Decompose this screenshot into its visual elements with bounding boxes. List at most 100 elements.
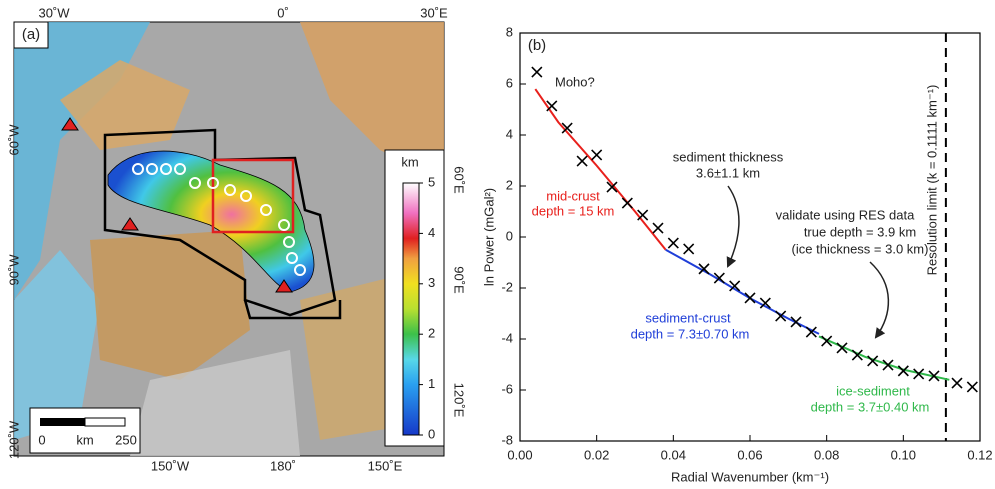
- data-point: [744, 292, 756, 304]
- colorbar-tick-label: 3: [428, 275, 435, 290]
- scale-bar: [84, 417, 126, 427]
- longitude-label: 90˚E: [452, 266, 467, 294]
- longitude-label: 30˚E: [420, 5, 448, 20]
- data-point: [683, 243, 695, 255]
- data-point: [851, 349, 863, 361]
- x-tick-label: 0.02: [584, 447, 609, 462]
- annotation: validate using RES data: [776, 207, 916, 222]
- data-point: [759, 297, 771, 309]
- longitude-label: 180˚: [270, 458, 296, 473]
- x-tick-label: 0.04: [661, 447, 686, 462]
- longitude-label: 30˚W: [38, 5, 70, 20]
- scale-label: 0: [38, 432, 45, 447]
- longitude-label: 120˚W: [6, 420, 21, 459]
- inset-box: [211, 158, 295, 234]
- data-point: [966, 381, 978, 393]
- annotation-arrow: [869, 261, 890, 339]
- annotation: depth = 7.3±0.70 km: [631, 326, 750, 341]
- data-point: [729, 280, 741, 292]
- data-point: [951, 377, 963, 389]
- annotation: depth = 3.7±0.40 km: [811, 399, 930, 414]
- station-marker: [61, 117, 293, 293]
- data-point: [637, 209, 649, 221]
- x-axis-label: Radial Wavenumber (km⁻¹): [671, 469, 829, 484]
- longitude-label: 0˚: [277, 5, 289, 20]
- data-point: [652, 222, 664, 234]
- sediment-thickness: [107, 150, 315, 293]
- data-point: [805, 326, 817, 338]
- data-point: [836, 342, 848, 354]
- resolution-label: Resolution limit (k = 0.1111 km⁻¹): [924, 85, 939, 276]
- colorbar-tick-label: 5: [428, 174, 435, 189]
- y-tick-label: 0: [506, 228, 513, 243]
- colorbar-tick-label: 1: [428, 376, 435, 391]
- longitude-label: 60˚W: [6, 124, 21, 156]
- longitude-label: 90˚W: [6, 254, 21, 286]
- colorbar-tick-label: 0: [428, 426, 435, 441]
- annotation: sediment thickness: [673, 149, 784, 164]
- annotation: (ice thickness = 3.0 km): [792, 241, 929, 256]
- map-relief: [130, 350, 300, 456]
- x-tick-label: 0.00: [507, 447, 532, 462]
- data-point: [713, 272, 725, 284]
- data-point: [591, 149, 603, 161]
- data-point: [928, 370, 940, 382]
- y-tick-label: -6: [501, 381, 513, 396]
- y-tick-label: 8: [506, 24, 513, 39]
- data-point: [531, 66, 543, 78]
- scale-box: [29, 407, 141, 454]
- data-point: [867, 355, 879, 367]
- annotation-arrow: [726, 185, 740, 268]
- colorbar-title: km: [401, 154, 418, 169]
- x-tick-label: 0.06: [737, 447, 762, 462]
- y-tick-label: -2: [501, 279, 513, 294]
- annotation: ice-sediment: [836, 383, 910, 398]
- data-point: [576, 155, 588, 167]
- data-point: [882, 359, 894, 371]
- x-tick-label: 0.08: [814, 447, 839, 462]
- y-tick-label: 4: [506, 126, 513, 141]
- data-point: [790, 316, 802, 328]
- longitude-label: 60˚E: [452, 166, 467, 194]
- y-axis-label: ln Power (mGal²): [481, 188, 496, 286]
- annotation: mid-crust: [546, 188, 600, 203]
- data-point: [621, 197, 633, 209]
- colorbar-tick-label: 2: [428, 326, 435, 341]
- data-point: [821, 335, 833, 347]
- map-panel: [13, 21, 445, 457]
- y-tick-label: 6: [506, 75, 513, 90]
- y-tick-label: -4: [501, 330, 513, 345]
- data-point: [546, 100, 558, 112]
- longitude-label: 150˚E: [368, 458, 403, 473]
- panel-label: (b): [528, 37, 546, 54]
- fit-line: [534, 88, 667, 251]
- colorbar-tick-label: 4: [428, 225, 435, 240]
- map-ocean: [14, 22, 150, 300]
- longitude-label: 150˚W: [151, 458, 190, 473]
- data-point: [667, 237, 679, 249]
- annotation: sediment-crust: [645, 310, 731, 325]
- map-ocean: [14, 250, 100, 440]
- scale-label: 250: [115, 432, 137, 447]
- annotation: 3.6±1.1 km: [696, 165, 760, 180]
- data-point: [561, 122, 573, 134]
- data-point: [606, 181, 618, 193]
- x-tick-label: 0.10: [891, 447, 916, 462]
- longitude-label: 120˚E: [452, 383, 467, 418]
- map-land: [60, 60, 190, 150]
- fit-line: [818, 335, 950, 381]
- scale-bar: [40, 418, 85, 426]
- annotation: true depth = 3.9 km: [804, 224, 916, 239]
- data-point: [913, 368, 925, 380]
- panel-label-box: [13, 21, 49, 49]
- panel-label: (a): [22, 26, 40, 43]
- y-tick-label: 2: [506, 177, 513, 192]
- data-point: [897, 365, 909, 377]
- colorbar: [402, 182, 420, 436]
- ice-core-sites: [132, 163, 306, 276]
- map-land: [300, 22, 444, 180]
- survey-outline: [243, 299, 342, 320]
- data-point: [775, 310, 787, 322]
- y-tick-label: -8: [501, 432, 513, 447]
